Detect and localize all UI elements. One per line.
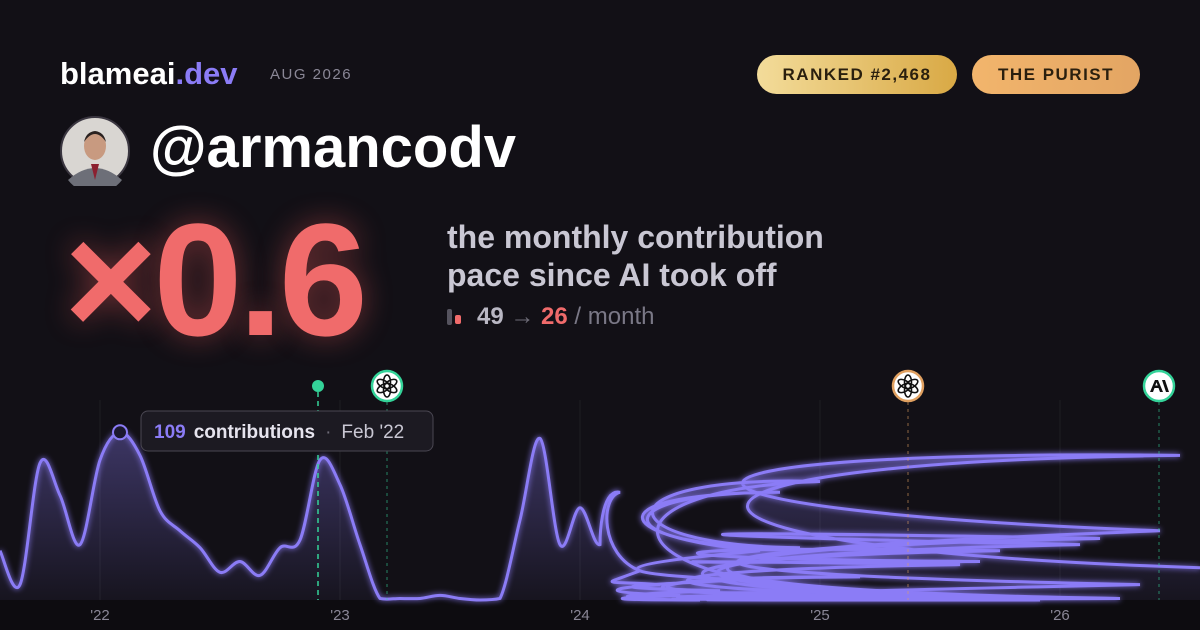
event-icon <box>370 369 404 403</box>
x-tick-label: '25 <box>810 607 830 624</box>
tooltip-date: Feb '22 <box>341 422 404 443</box>
x-tick-label: '22 <box>90 607 110 624</box>
multiplier: ×0.6 <box>64 190 368 369</box>
icon-petal <box>376 378 391 390</box>
before: 49 <box>477 303 504 330</box>
brand: blameai.dev <box>60 56 237 92</box>
event-icon <box>1142 369 1176 403</box>
x-tick-label: '26 <box>1050 607 1070 624</box>
line <box>0 430 1200 602</box>
tooltip-text: 109 contributions · Feb '22 <box>154 422 404 443</box>
x-tick-label: '23 <box>330 607 350 624</box>
tooltip-box <box>140 410 434 452</box>
arrow: → <box>510 303 535 330</box>
caption-line: the monthly contribution <box>447 219 824 255</box>
icon-ring <box>891 369 925 403</box>
event-dot <box>312 380 324 392</box>
x-tick-label: '24 <box>570 607 590 624</box>
after: 26 <box>541 303 568 330</box>
tooltip-label: contributions <box>194 422 315 443</box>
icon-ring <box>370 369 404 403</box>
brand-name: blameai <box>60 56 176 91</box>
before-bar <box>447 309 452 325</box>
after-bar <box>455 315 461 324</box>
caption-line: pace since AI took off <box>447 257 777 293</box>
area <box>0 432 1200 600</box>
tooltip-point <box>112 424 128 441</box>
brand-suffix: .dev <box>175 56 238 91</box>
pace: 49 → 26 / month <box>447 303 654 331</box>
date: AUG 2026 <box>270 66 353 83</box>
caption: the monthly contribution pace since AI to… <box>447 218 824 294</box>
icon-glyph <box>1150 380 1169 392</box>
title-badge: THE PURIST <box>972 55 1140 94</box>
tooltip-value: 109 <box>154 422 186 443</box>
tooltip-separator: · <box>325 422 331 443</box>
rank-badge: RANKED #2,468 <box>757 55 957 94</box>
axis-band <box>0 600 1200 630</box>
handle: @armancodv <box>150 115 517 180</box>
unit: / month <box>574 303 655 330</box>
event-icon <box>891 369 925 403</box>
avatar <box>60 116 130 186</box>
icon-petal <box>897 378 912 390</box>
